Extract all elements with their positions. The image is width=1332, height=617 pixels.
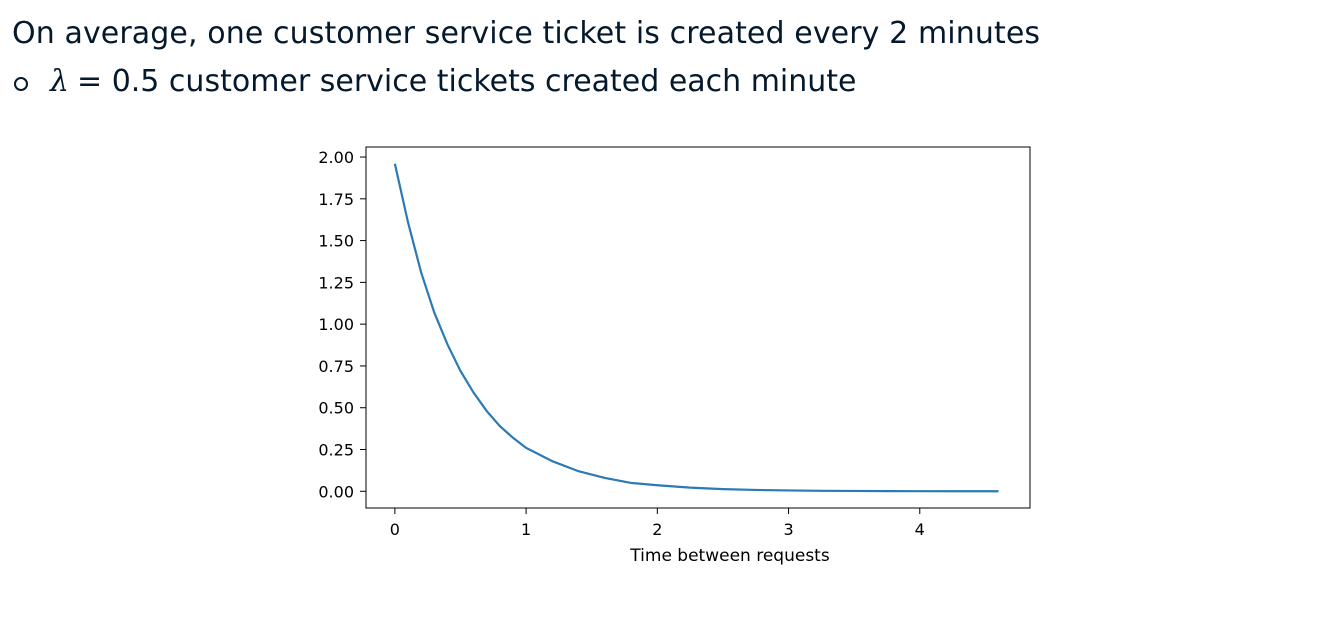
- y-tick-label: 2.00: [318, 148, 354, 167]
- x-tick-label: 4: [915, 520, 925, 539]
- heading-text: On average, one customer service ticket …: [12, 16, 1041, 51]
- y-tick-label: 0.75: [318, 357, 354, 376]
- bullet-item: λ = 0.5 customer service tickets created…: [14, 64, 857, 99]
- x-axis-label: Time between requests: [629, 546, 830, 566]
- y-tick-label: 0.50: [318, 399, 354, 418]
- bullet-circle-icon: [14, 76, 28, 91]
- plot-area: [365, 146, 1031, 509]
- x-tick-label: 1: [521, 520, 531, 539]
- x-tick-label: 3: [783, 520, 793, 539]
- y-tick-label: 1.75: [318, 190, 354, 209]
- x-tick-label: 2: [652, 520, 662, 539]
- lambda-symbol: λ: [50, 64, 70, 99]
- y-tick-label: 1.50: [318, 232, 354, 251]
- x-tick-label: 0: [390, 520, 400, 539]
- y-axis: 0.00 0.25 0.50 0.75 1.00 1.25 1.50 1.75 2.00: [318, 148, 366, 501]
- y-tick-label: 1.25: [318, 273, 354, 292]
- y-tick-label: 1.00: [318, 315, 354, 334]
- y-tick-label: 0.00: [318, 482, 354, 501]
- series-line: [393, 163, 999, 493]
- y-tick-label: 0.25: [318, 441, 354, 460]
- x-axis: 0 1 2 3 4: [390, 508, 925, 539]
- bullet-text: = 0.5 customer service tickets created e…: [77, 64, 857, 99]
